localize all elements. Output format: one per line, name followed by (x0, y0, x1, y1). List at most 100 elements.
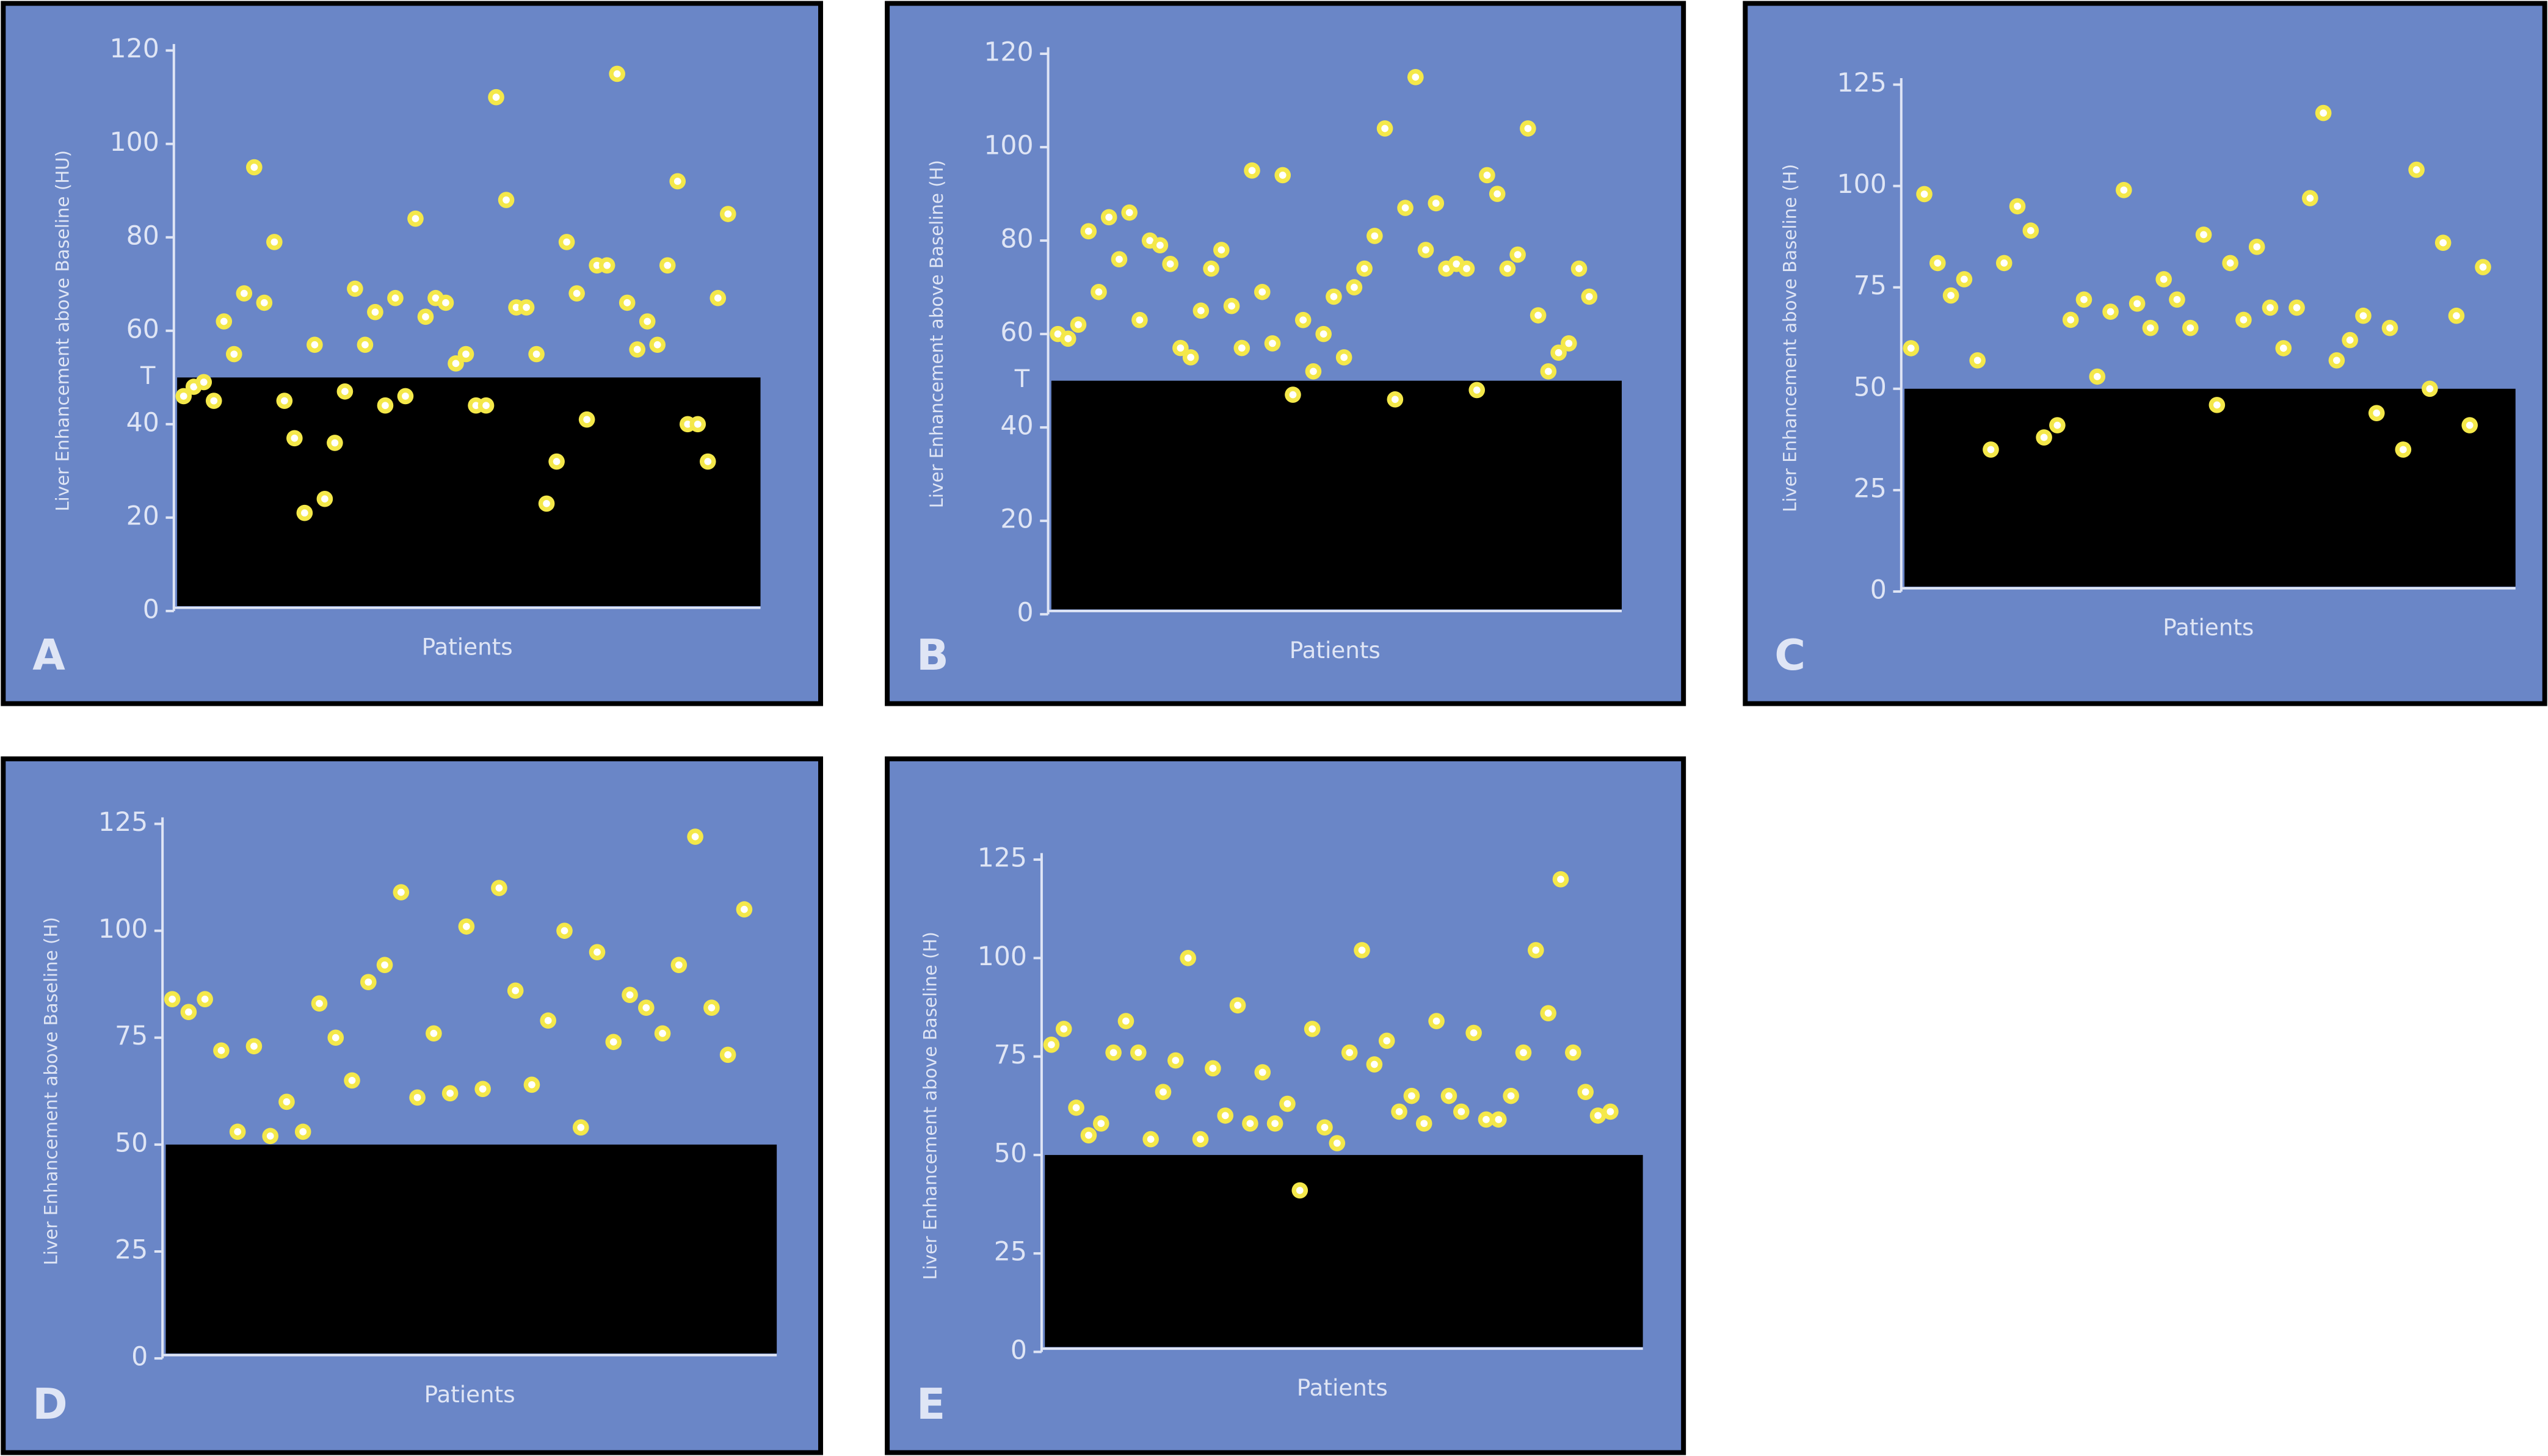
point-core (301, 509, 308, 517)
point (1055, 1021, 1072, 1037)
point (1192, 1131, 1209, 1148)
point-core (1160, 1088, 1167, 1096)
point-core (1258, 1068, 1266, 1076)
point (1428, 195, 1445, 212)
point (2222, 255, 2238, 272)
panel: T 0 20 40 60 80 100 120 Liver Enhancement above … (885, 1, 1686, 706)
point (1043, 1036, 1060, 1053)
point-core (180, 393, 187, 400)
point-core (1555, 349, 1563, 357)
point-core (2120, 186, 2128, 194)
point (649, 336, 666, 353)
point-core (2399, 446, 2407, 454)
point-core (1258, 288, 1266, 296)
point (1397, 200, 1414, 216)
point-core (351, 285, 359, 292)
point-core (260, 299, 268, 306)
panel: 0 25 50 75 100 125 Liver Enhancement above Bas… (885, 756, 1686, 1455)
point-core (642, 1004, 650, 1012)
point (1552, 871, 1569, 888)
point (1570, 260, 1588, 277)
point-core (348, 1076, 356, 1084)
point (213, 1042, 230, 1059)
point-core (311, 341, 319, 349)
point (397, 388, 414, 405)
point-core (266, 1132, 274, 1140)
point-core (1934, 259, 1942, 267)
point (1205, 1060, 1221, 1077)
point (1070, 316, 1087, 333)
point-core (432, 294, 440, 302)
point (1121, 204, 1138, 221)
point (523, 1076, 540, 1093)
point (1111, 251, 1128, 268)
point (344, 1072, 360, 1089)
point-core (1064, 335, 1072, 342)
point-core (2240, 316, 2248, 324)
y-tick-label: 25 (994, 1237, 1027, 1267)
point-core (1105, 213, 1113, 221)
point (1453, 1103, 1470, 1120)
y-tick-label: 20 (126, 501, 159, 531)
point-core (2000, 259, 2008, 267)
point-core (1575, 265, 1583, 272)
point (2395, 441, 2412, 458)
point (262, 1128, 279, 1145)
point-core (609, 1038, 617, 1046)
point-core (1470, 1029, 1478, 1037)
point (2302, 190, 2318, 206)
point (1100, 209, 1117, 226)
point (1242, 1115, 1258, 1132)
y-tick-label: 80 (1000, 224, 1033, 255)
point (367, 303, 383, 321)
point (2422, 380, 2438, 397)
point-core (2253, 243, 2261, 251)
point (1315, 325, 1332, 342)
point-core (2293, 304, 2301, 311)
panel-frame (1743, 1, 2547, 706)
point (1942, 287, 1959, 304)
point (654, 1025, 671, 1042)
point-core (1507, 1092, 1515, 1099)
point (1117, 1013, 1134, 1029)
point-core (2479, 263, 2487, 271)
point-core (1085, 1131, 1092, 1139)
point (1105, 1044, 1122, 1061)
y-tick-label: 0 (1017, 598, 1034, 628)
point (2102, 303, 2119, 320)
point-core (1483, 1115, 1490, 1123)
point (1515, 1044, 1532, 1061)
point (1291, 1182, 1308, 1199)
y-tick-label: 75 (115, 1021, 148, 1051)
point (1440, 1087, 1457, 1104)
point (637, 999, 655, 1016)
point-core (1381, 125, 1388, 132)
y-tick-label: 125 (1837, 68, 1887, 98)
y-tick-label: 25 (115, 1234, 148, 1265)
point-core (472, 402, 480, 410)
y-tick-label: 50 (1854, 372, 1887, 402)
point-core (1907, 344, 1915, 352)
point-core (675, 961, 683, 969)
point (229, 1123, 246, 1140)
point (296, 504, 313, 521)
point-core (412, 215, 419, 223)
point (1305, 363, 1322, 380)
y-tick-label: 0 (143, 594, 159, 625)
point-core (1246, 1120, 1254, 1128)
point-core (633, 346, 641, 353)
point (699, 453, 716, 470)
point (1080, 223, 1097, 240)
point-core (1532, 946, 1540, 954)
point-core (1391, 396, 1399, 404)
point (1428, 1013, 1445, 1029)
point (458, 918, 475, 935)
point-core (1187, 353, 1194, 361)
point (1479, 167, 1495, 184)
point (276, 393, 293, 409)
point (327, 435, 343, 451)
y-axis-label: Liver Enhancement above Baseline (H) (41, 917, 62, 1265)
point-core (528, 1081, 535, 1088)
point (347, 280, 363, 297)
point (1565, 1044, 1581, 1061)
